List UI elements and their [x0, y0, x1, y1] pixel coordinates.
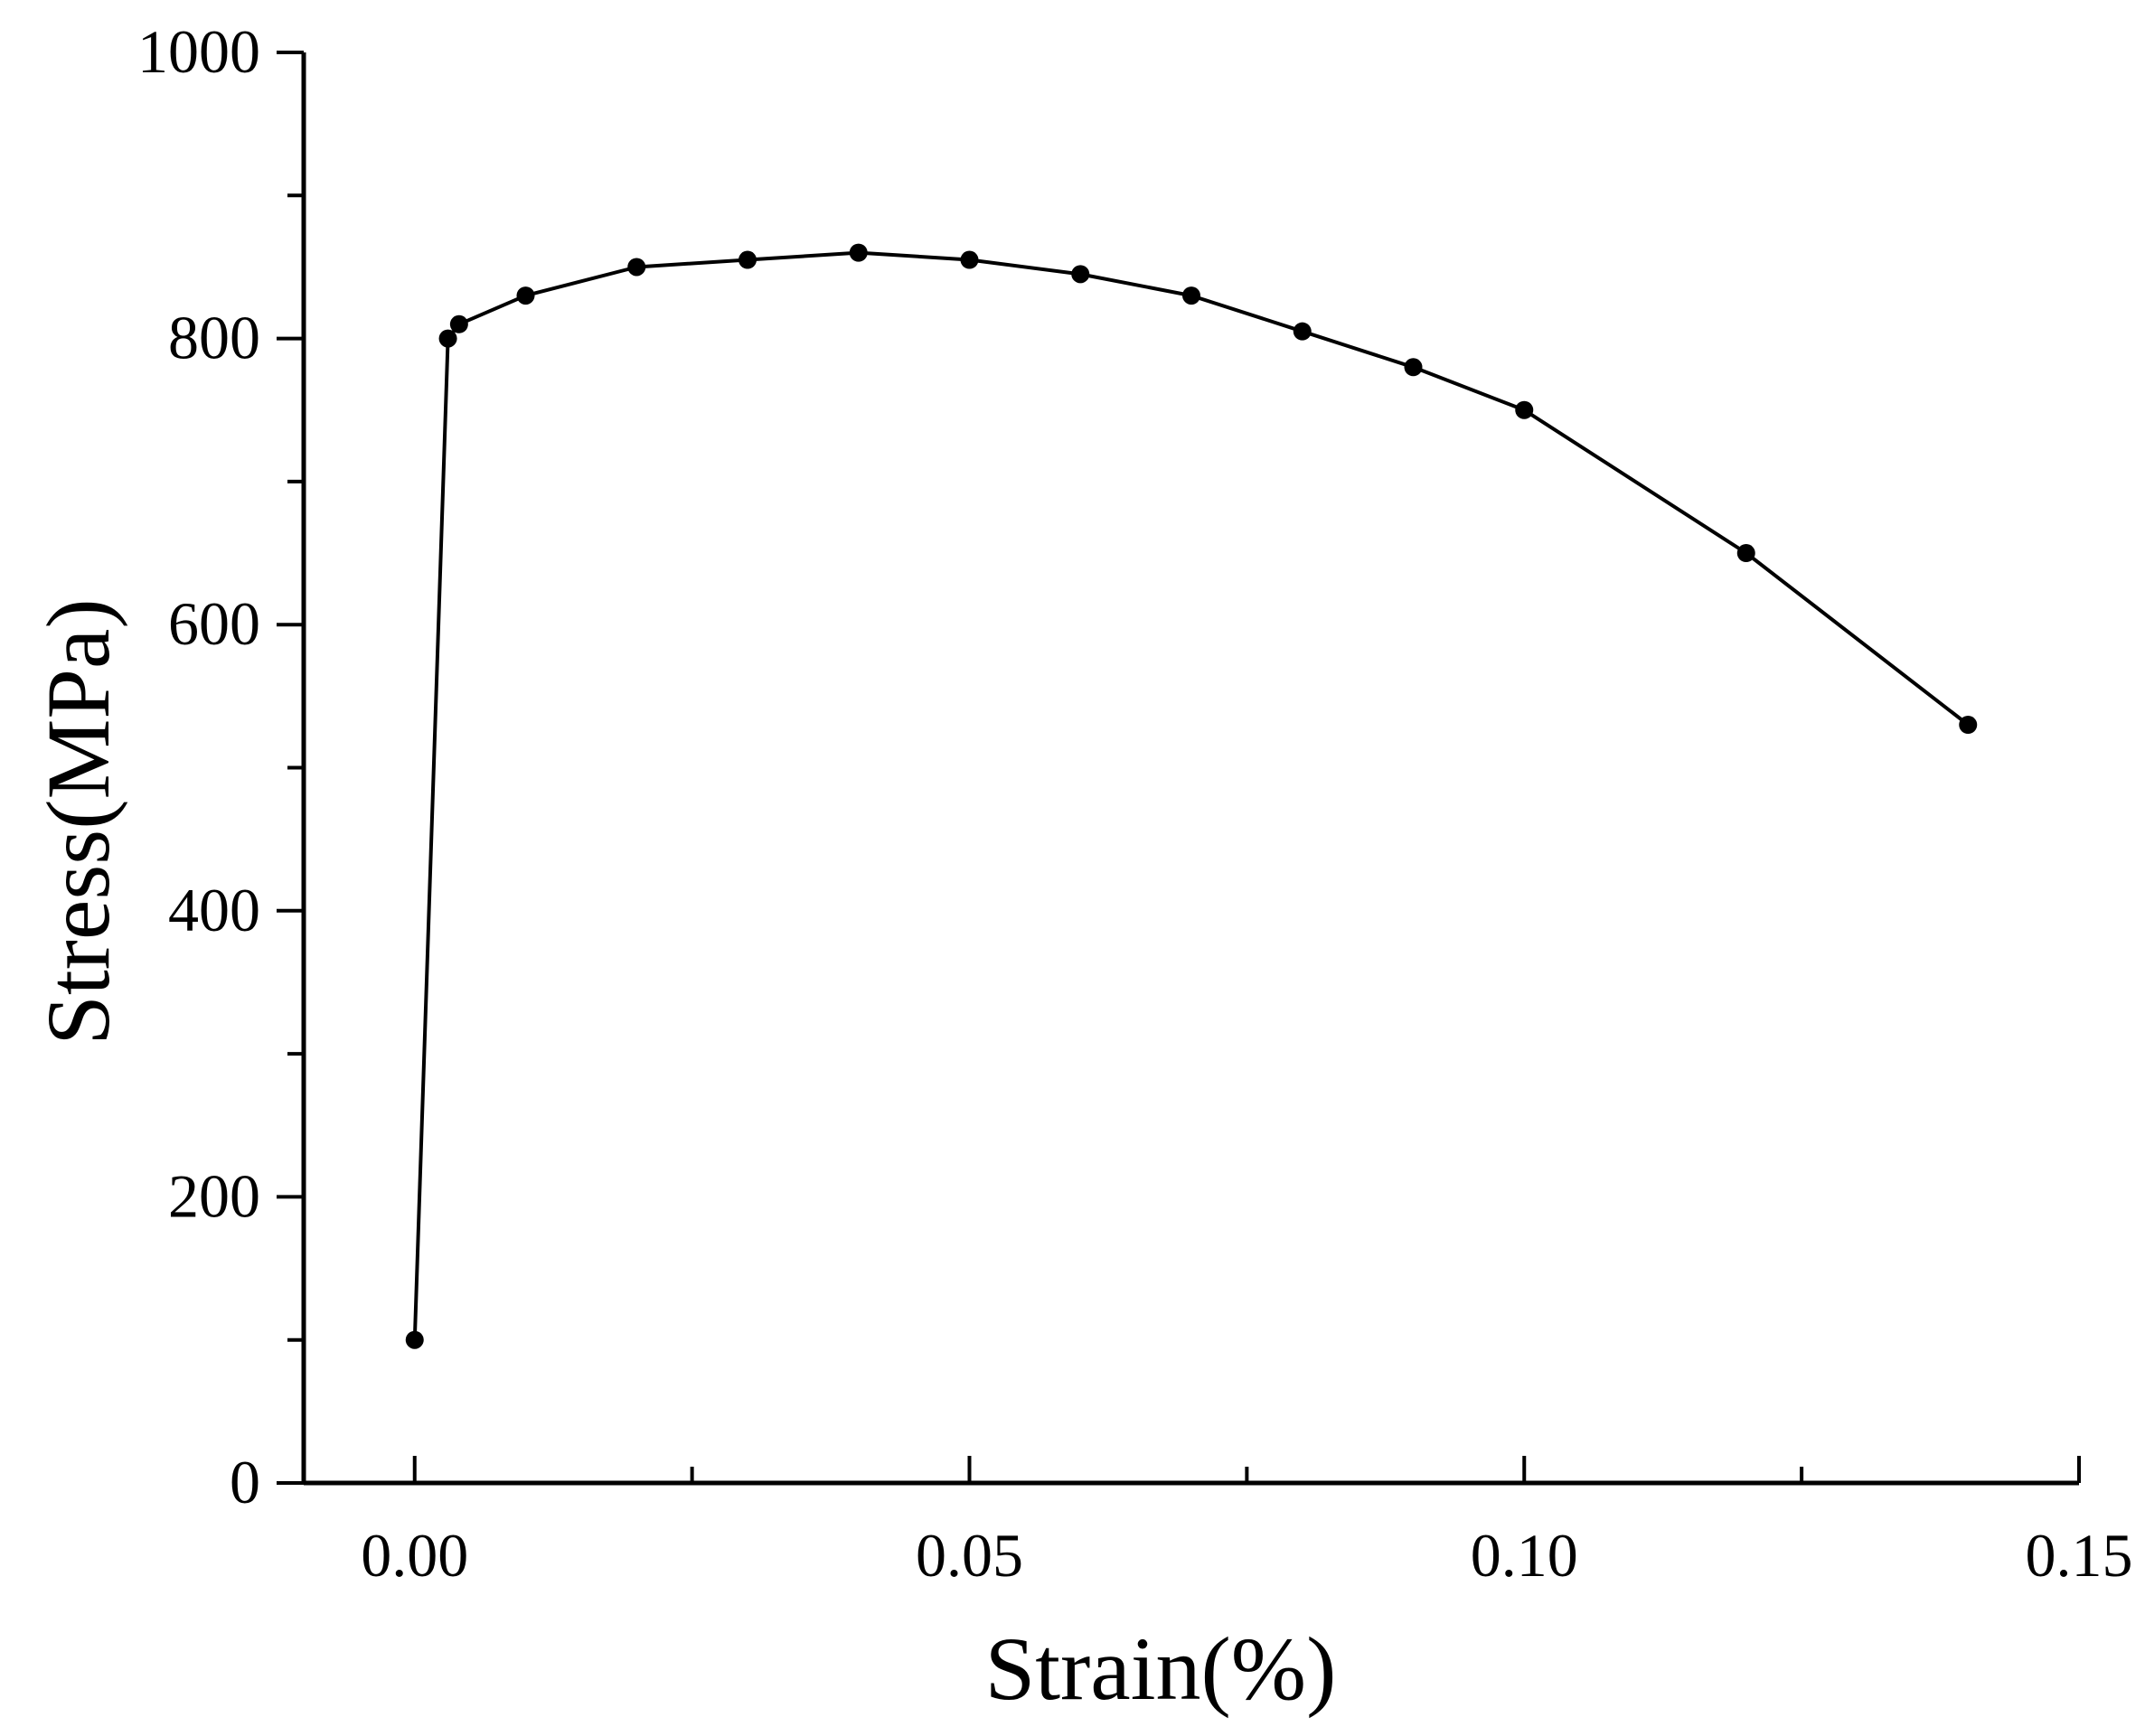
- y-tick-label: 0: [230, 1448, 260, 1516]
- x-tick-label: 0.05: [916, 1521, 1023, 1590]
- data-point: [849, 243, 868, 262]
- data-point: [627, 258, 646, 277]
- data-point: [739, 250, 757, 269]
- data-point: [1293, 322, 1312, 341]
- tick-marks: [277, 51, 2081, 1485]
- data-point: [1515, 400, 1534, 419]
- y-tick-label: 600: [168, 589, 260, 658]
- data-point: [960, 250, 979, 269]
- data-point: [1182, 286, 1200, 305]
- data-point: [438, 329, 457, 348]
- y-tick-label: 400: [168, 876, 260, 944]
- data-point: [1404, 358, 1423, 377]
- x-tick-label: 0.00: [361, 1521, 468, 1590]
- plot-area: [405, 243, 1978, 1349]
- data-point: [1736, 544, 1755, 563]
- data-point: [449, 314, 468, 333]
- x-tick-label: 0.10: [1471, 1521, 1578, 1590]
- y-tick-label: 200: [168, 1161, 260, 1230]
- data-point: [1959, 716, 1978, 735]
- data-point: [405, 1330, 424, 1349]
- y-tick-label: 1000: [137, 17, 260, 86]
- y-tick-label: 800: [168, 304, 260, 372]
- axes: [301, 52, 2079, 1486]
- x-tick-label: 0.15: [2026, 1521, 2133, 1590]
- series-line: [412, 250, 1970, 1340]
- data-point: [516, 286, 535, 305]
- tick-labels: 0 200 400 600 800 1000 0.00 0.05 0.10 0.15: [137, 17, 2133, 1590]
- x-axis-title: Strain(%): [985, 1619, 1337, 1719]
- y-axis-title: Stress(MPa): [28, 598, 128, 1045]
- data-point: [1071, 265, 1090, 284]
